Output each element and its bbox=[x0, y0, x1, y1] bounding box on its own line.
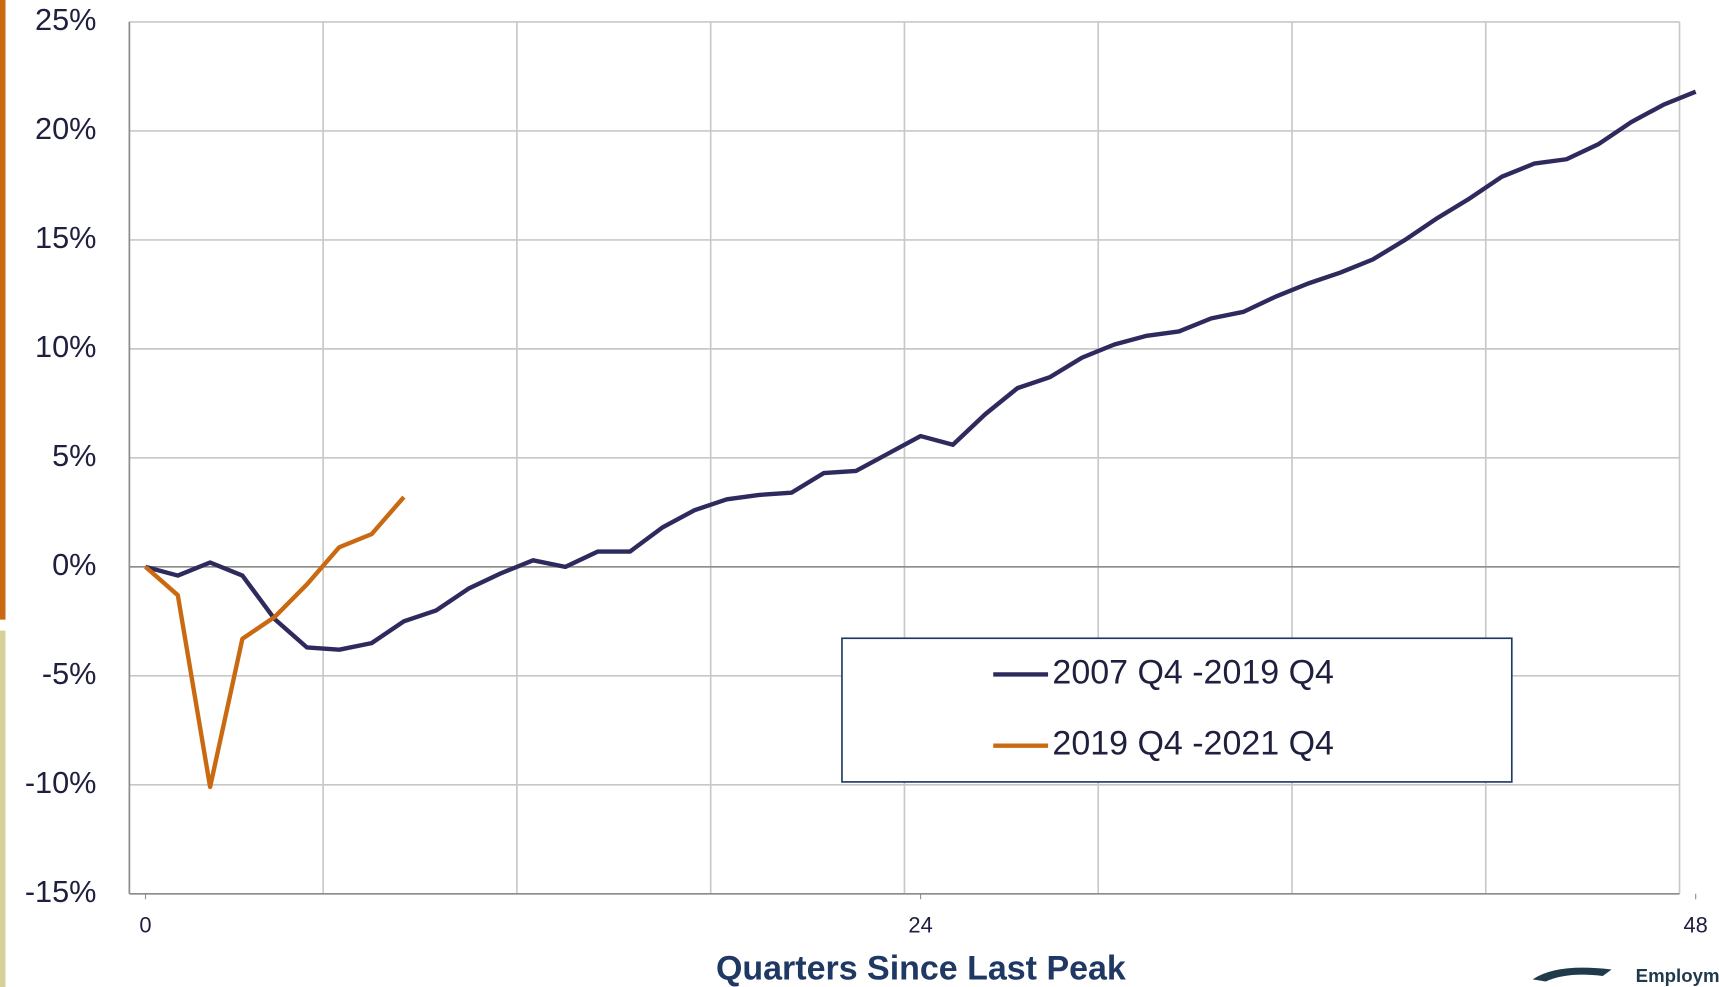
series-line bbox=[144, 495, 406, 790]
y-tick-label: 0% bbox=[52, 547, 96, 582]
legend-label: 2007 Q4 -2019 Q4 bbox=[1052, 653, 1333, 691]
y-tick-label: 25% bbox=[35, 2, 96, 37]
legend-label: 2019 Q4 -2021 Q4 bbox=[1052, 725, 1333, 763]
x-tick-label: 24 bbox=[908, 912, 932, 937]
x-tick-label: 48 bbox=[1683, 912, 1707, 937]
y-tick-label: 20% bbox=[35, 111, 96, 146]
legend-box bbox=[841, 637, 1513, 783]
y-tick-label: -15% bbox=[25, 874, 97, 909]
grid bbox=[128, 21, 1697, 900]
accent-bar bbox=[0, 630, 6, 987]
y-tick-label: -5% bbox=[42, 656, 97, 691]
y-tick-label: 15% bbox=[35, 220, 96, 255]
y-tick-label: 5% bbox=[52, 438, 96, 473]
logo-text: Employm bbox=[1636, 965, 1719, 986]
y-tick-label: 10% bbox=[35, 329, 96, 364]
y-tick-label: -10% bbox=[25, 765, 97, 800]
accent-bar bbox=[0, 0, 6, 620]
x-axis-label: Quarters Since Last Peak bbox=[716, 950, 1126, 987]
plot bbox=[144, 89, 1697, 790]
x-tick-label: 0 bbox=[139, 912, 151, 937]
series-line bbox=[144, 89, 1697, 652]
logo-mark bbox=[1532, 967, 1612, 982]
legend: 2007 Q4 -2019 Q4 2019 Q4 -2021 Q4 bbox=[841, 637, 1513, 783]
